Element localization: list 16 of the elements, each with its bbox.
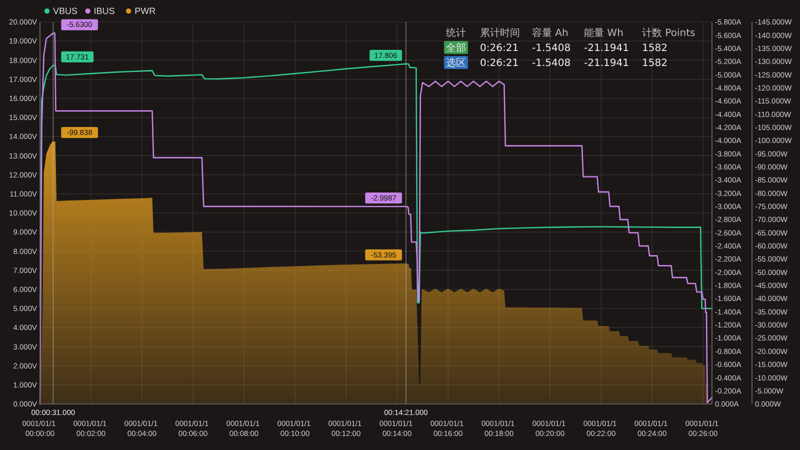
legend-label: VBUS [53, 6, 78, 16]
annotation: 统计 [446, 27, 466, 39]
annotation: 容量 Ah [532, 27, 568, 39]
annotation: -21.1941 [584, 58, 629, 69]
annotation: -1.5408 [532, 43, 571, 54]
annotation: -21.1941 [584, 43, 629, 54]
legend-label: PWR [134, 6, 156, 16]
annotation: 能量 Wh [584, 27, 624, 39]
annotation: 计数 Points [642, 27, 696, 39]
annotation: 1582 [642, 43, 668, 54]
legend-label: IBUS [94, 6, 115, 16]
annotation: 0:26:21 [480, 58, 519, 69]
annotation: 累计时间 [480, 27, 520, 39]
annotation: -1.5408 [532, 58, 571, 69]
annotation: 1582 [642, 58, 668, 69]
annotation: 0:26:21 [480, 43, 519, 54]
